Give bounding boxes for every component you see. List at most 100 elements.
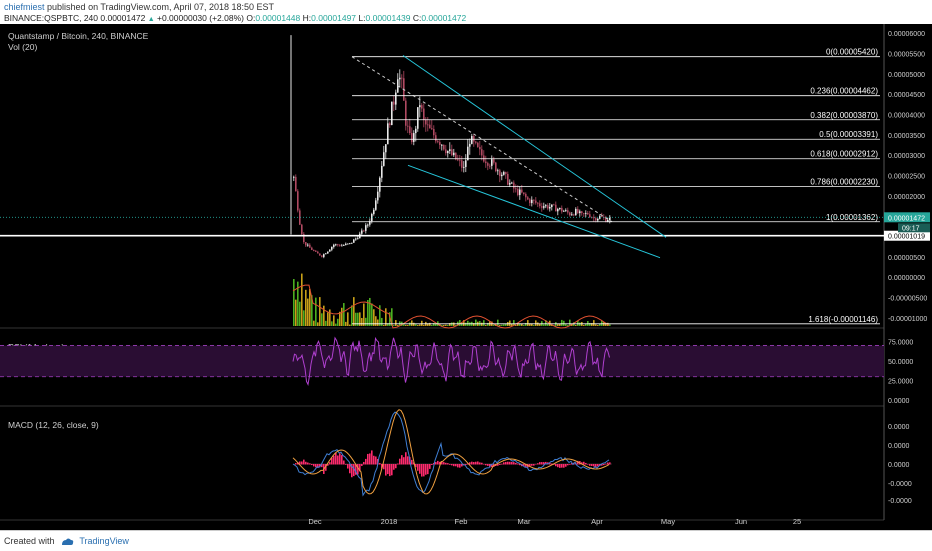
macd-histogram-bar: [567, 464, 569, 466]
candle-body: [425, 119, 427, 125]
volume-bar: [331, 321, 333, 326]
candle-body: [487, 163, 489, 166]
chart-marks: 0.00006000 0.00005500 0.00005000 0.00004500…: [0, 24, 930, 526]
tradingview-brand[interactable]: TradingView: [79, 536, 129, 546]
open-value: 0.00001448: [255, 13, 301, 23]
macd-histogram-bar: [347, 464, 349, 469]
candle-body: [485, 161, 487, 164]
countdown-label: 09:17: [902, 225, 920, 232]
macd-histogram-bar: [299, 461, 301, 465]
volume-bar: [563, 320, 565, 326]
candle-body: [385, 144, 387, 153]
volume-bar: [467, 320, 469, 326]
macd-histogram-bar: [359, 464, 361, 472]
macd-histogram-bar: [425, 464, 427, 475]
candle-body: [319, 253, 321, 256]
last-price-badge: [884, 212, 930, 223]
candle-body: [297, 191, 299, 211]
volume-bar: [359, 312, 361, 326]
candle-body: [379, 177, 381, 192]
volume-bar: [483, 320, 485, 326]
candle-body: [309, 244, 311, 248]
candle-body: [415, 128, 417, 134]
candle-body: [559, 207, 561, 210]
candle-body: [311, 247, 313, 250]
macd-histogram-bar: [321, 464, 323, 468]
candle-body: [535, 200, 537, 203]
chart-background: [0, 24, 932, 530]
macd-histogram-bar: [431, 464, 433, 465]
candle-body: [451, 149, 453, 156]
candle-body: [327, 251, 329, 254]
price-axis-tick-label: 0.00002500: [888, 173, 925, 180]
publisher-username[interactable]: chiefmiest: [4, 2, 45, 12]
price-axis-tick-label: -0.00001000: [888, 316, 927, 323]
macd-histogram-bar: [449, 464, 451, 465]
volume-bar: [455, 325, 457, 326]
high-label: H:: [302, 13, 312, 23]
volume-bar: [429, 322, 431, 326]
volume-bar: [341, 307, 343, 326]
time-axis-tick-label: Jun: [735, 517, 747, 526]
macd-histogram-bar: [361, 464, 363, 466]
candle-body: [367, 224, 369, 226]
volume-bar: [433, 323, 435, 326]
candle-body: [513, 182, 515, 189]
candle-body: [491, 159, 493, 166]
candle-body: [435, 135, 437, 142]
time-axis-tick-label: Mar: [518, 517, 531, 526]
candle-body: [481, 149, 483, 156]
candle-body: [563, 210, 565, 212]
candle-body: [497, 170, 499, 172]
volume-bar: [547, 323, 549, 326]
macd-histogram-bar: [491, 464, 493, 468]
candle-body: [523, 192, 525, 194]
macd-histogram-bar: [331, 457, 333, 465]
volume-bar: [493, 324, 495, 326]
low-label: L:: [358, 13, 366, 23]
candle-body: [573, 214, 575, 216]
volume-bar: [445, 324, 447, 326]
macd-histogram-bar: [327, 464, 329, 466]
price-axis-tick-label: 0.00004500: [888, 92, 925, 99]
volume-bar: [367, 300, 369, 326]
candle-body: [315, 250, 317, 252]
candle-body: [587, 212, 589, 215]
candle-body: [547, 205, 549, 209]
chart-canvas[interactable]: Quantstamp / Bitcoin, 240, BINANCE Vol (…: [0, 24, 932, 530]
last-price: 0.00001472: [100, 13, 146, 23]
volume-bar: [503, 324, 505, 326]
volume-bar: [473, 323, 475, 326]
candle-body: [365, 225, 367, 231]
volume-bar: [417, 325, 419, 326]
macd-histogram-bar: [559, 464, 561, 468]
macd-histogram-bar: [337, 455, 339, 465]
candle-body: [553, 204, 555, 206]
candle-body: [607, 220, 609, 222]
volume-bar: [375, 316, 377, 326]
candle-body: [443, 144, 445, 150]
candle-body: [595, 218, 597, 221]
macd-histogram-bar: [385, 464, 387, 476]
macd-histogram-bar: [339, 453, 341, 465]
volume-bar: [451, 322, 453, 326]
volume-indicator-label: Vol (20): [8, 42, 37, 52]
volume-bar: [513, 320, 515, 326]
volume-bar: [319, 297, 321, 326]
macd-histogram-bar: [487, 464, 489, 466]
volume-bar: [605, 322, 607, 326]
volume-bar: [567, 325, 569, 326]
macd-histogram-bar: [325, 464, 327, 471]
candle-body: [507, 173, 509, 185]
open-label: O:: [246, 13, 256, 23]
volume-bar: [463, 320, 465, 326]
volume-bar: [387, 323, 389, 326]
volume-bar: [295, 299, 297, 326]
macd-histogram-bar: [435, 462, 437, 465]
macd-histogram-bar: [403, 457, 405, 465]
candle-body: [509, 182, 511, 185]
volume-bar: [447, 325, 449, 326]
volume-bar: [335, 323, 337, 326]
candle-body: [453, 152, 455, 156]
macd-histogram-bar: [349, 464, 351, 474]
